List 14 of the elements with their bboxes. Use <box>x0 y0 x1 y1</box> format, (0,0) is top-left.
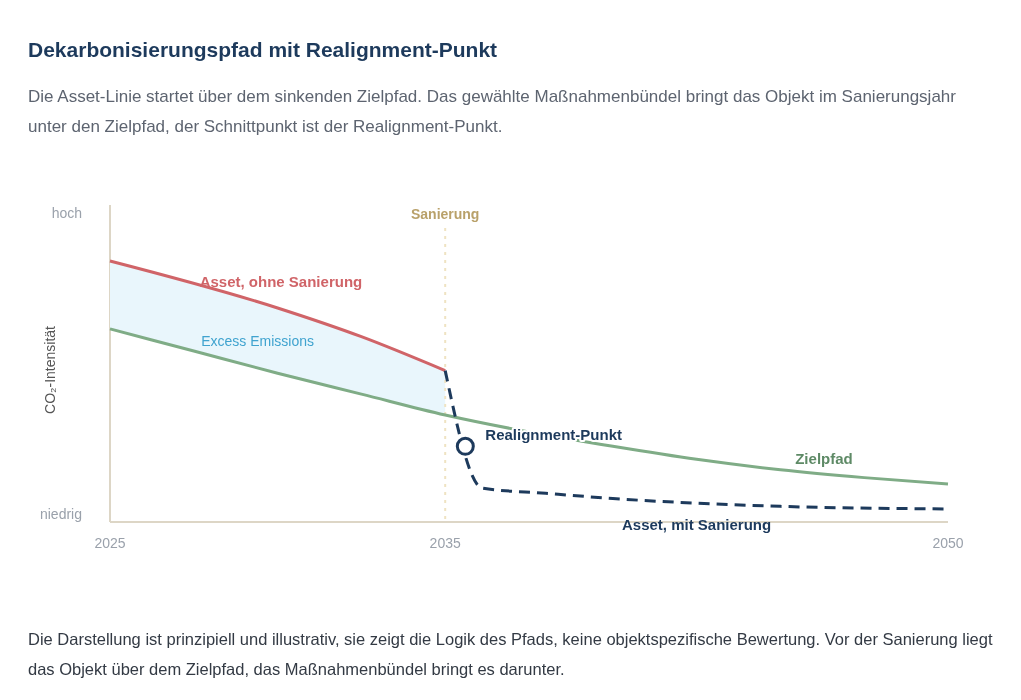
text: hoch <box>51 205 82 221</box>
x-tick-label: 2050 <box>932 535 964 551</box>
x-tick-label: 2025 <box>94 535 126 551</box>
series-label: Asset, mit Sanierung <box>622 516 772 534</box>
text: niedrig <box>39 506 82 522</box>
ref-line-label: Sanierung <box>410 206 480 222</box>
x-tick-label: 2035 <box>429 535 461 551</box>
annotation: Excess Emissions <box>201 332 315 349</box>
chart-title: Dekarbonisierungspfad mit Realignment-Punkt <box>28 38 498 62</box>
series-label: Zielpfad <box>795 449 853 467</box>
chart-subtitle: Die Asset-Linie startet über dem sinkenden Zielpfad. Das gewählte Maßnahmenbündel bringt das Objekt im Sanierungsjahr unter den Zielpfad, der Schnittpunkt ist der Realignment-Punkt. <box>28 86 957 138</box>
y-axis-title: CO₂-Intensität <box>42 325 58 414</box>
text: Die Darstellung ist prinzipiell und illustrativ, sie zeigt die Logik des Pfads, keine objektspezifische Bewertung. Vor der Sanierung liegt das Objekt über dem Zielpfad, das Maßnahmenbündel bringt es darunter. <box>28 629 994 680</box>
series-label: Asset, ohne Sanierung <box>199 273 363 291</box>
